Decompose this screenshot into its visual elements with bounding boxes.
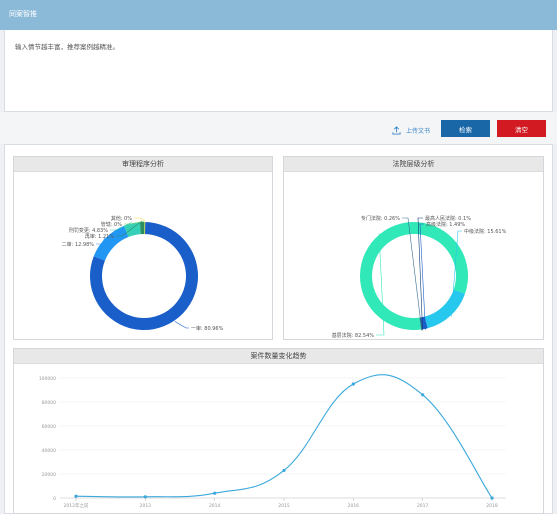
donut-slice-二审[interactable] bbox=[93, 225, 129, 261]
page-title: 同案智推 bbox=[9, 10, 37, 18]
slice-label-管辖: 管辖: 0% bbox=[101, 221, 122, 228]
data-point-2012年之前[interactable] bbox=[74, 494, 78, 498]
data-point-2016[interactable] bbox=[351, 382, 355, 386]
slice-leader-line bbox=[124, 220, 145, 225]
clear-button[interactable]: 清空 bbox=[497, 120, 546, 137]
donut-slice-管辖[interactable] bbox=[144, 222, 145, 235]
case-trend-title: 案件数量变化趋势 bbox=[14, 349, 543, 364]
slice-leader-line bbox=[116, 220, 143, 237]
procedure-analysis-title: 审理程序分析 bbox=[14, 157, 272, 172]
data-point-2015[interactable] bbox=[282, 468, 286, 472]
slice-leader-line bbox=[419, 223, 426, 330]
data-point-2014[interactable] bbox=[213, 491, 217, 495]
slice-label-刑罚变更: 刑罚变更: 4.83% bbox=[69, 227, 108, 234]
court-level-donut-chart: 基层法院: 82.54% 中级法院: 15.61%高级法院: 1.49%最高人民法… bbox=[332, 215, 507, 339]
slice-label-其他: 其他: 0% bbox=[111, 215, 132, 222]
slice-label-高级法院: 高级法院: 1.49% bbox=[426, 221, 465, 228]
y-tick-label: 80000 bbox=[42, 400, 56, 406]
y-tick-label: 0 bbox=[53, 496, 56, 502]
x-tick-label: 2015 bbox=[278, 503, 290, 509]
x-tick-label: 2012年之前 bbox=[64, 502, 89, 509]
upload-label: 上传文书 bbox=[406, 127, 431, 135]
slice-label-中级法院: 中级法院: 15.61% bbox=[464, 228, 507, 235]
slice-leader-line bbox=[134, 217, 146, 222]
slice-label-一审: 一审: 80.96% bbox=[191, 325, 224, 332]
slice-label-基层法院: 基层法院: 82.54% bbox=[332, 332, 375, 339]
y-tick-label: 20000 bbox=[42, 472, 56, 478]
donut-slice-刑罚变更[interactable] bbox=[123, 222, 141, 237]
case-trend-line-chart: 0 20000 40000 60000 80000 100000 2012年之前 2013 20… bbox=[39, 374, 506, 509]
data-point-2017[interactable] bbox=[421, 393, 425, 397]
procedure-donut-chart: 一审: 80.96% 二审: 12.98% 刑罚变更: 4.83%再审: 1.21%… bbox=[62, 215, 224, 332]
y-tick-label: 100000 bbox=[39, 376, 56, 382]
slice-leader-line bbox=[174, 321, 189, 329]
court-level-title: 法院层级分析 bbox=[284, 157, 543, 172]
slice-label-专门法院: 专门法院: 0.26% bbox=[361, 215, 400, 222]
series-line bbox=[75, 374, 493, 499]
slice-leader-line bbox=[417, 217, 423, 331]
donut-slice-再审[interactable] bbox=[139, 222, 144, 235]
x-tick-label: 2014 bbox=[209, 503, 221, 509]
court-level-panel: 法院层级分析 基层法院: 82.54% 中级法院: 15.61% 高级法院: 1.4… bbox=[283, 156, 544, 340]
slice-label-二审: 二审: 12.98% bbox=[62, 241, 95, 248]
slice-leader-line bbox=[110, 222, 132, 231]
slice-label-再审: 再审: 1.21% bbox=[85, 233, 114, 240]
slice-leader-line bbox=[376, 233, 385, 336]
upload-document-link[interactable]: 上传文书 bbox=[392, 124, 430, 136]
data-point-2018[interactable] bbox=[490, 496, 494, 500]
donut-slice-中级法院[interactable] bbox=[424, 289, 466, 329]
donut-slice-其他[interactable] bbox=[144, 222, 146, 235]
case-trend-panel: 案件数量变化趋势 0 20000 40000 60000 80000 100000 2012… bbox=[13, 348, 544, 514]
x-tick-label: 2016 bbox=[348, 503, 360, 509]
search-button[interactable]: 检索 bbox=[441, 120, 490, 137]
input-placeholder: 输入情节越丰富，推荐案例越精准。 bbox=[15, 43, 119, 51]
case-description-input[interactable]: 输入情节越丰富，推荐案例越精准。 bbox=[4, 30, 553, 112]
header-bar bbox=[0, 0, 557, 30]
y-tick-label: 60000 bbox=[42, 424, 56, 430]
data-point-2013[interactable] bbox=[143, 495, 147, 499]
x-tick-label: 2018 bbox=[486, 503, 498, 509]
slice-leader-line bbox=[96, 237, 106, 245]
upload-icon bbox=[392, 125, 401, 135]
x-tick-label: 2017 bbox=[417, 503, 429, 509]
slice-label-最高人民法院: 最高人民法院: 0.1% bbox=[425, 215, 471, 222]
slice-leader-line bbox=[451, 230, 462, 317]
x-tick-label: 2013 bbox=[140, 503, 152, 509]
procedure-analysis-panel: 审理程序分析 一审: 80.96% 二审: 12.98% 刑罚变更: 4.83% 再审… bbox=[13, 156, 273, 340]
slice-leader-line bbox=[402, 217, 423, 331]
y-tick-label: 40000 bbox=[42, 448, 56, 454]
